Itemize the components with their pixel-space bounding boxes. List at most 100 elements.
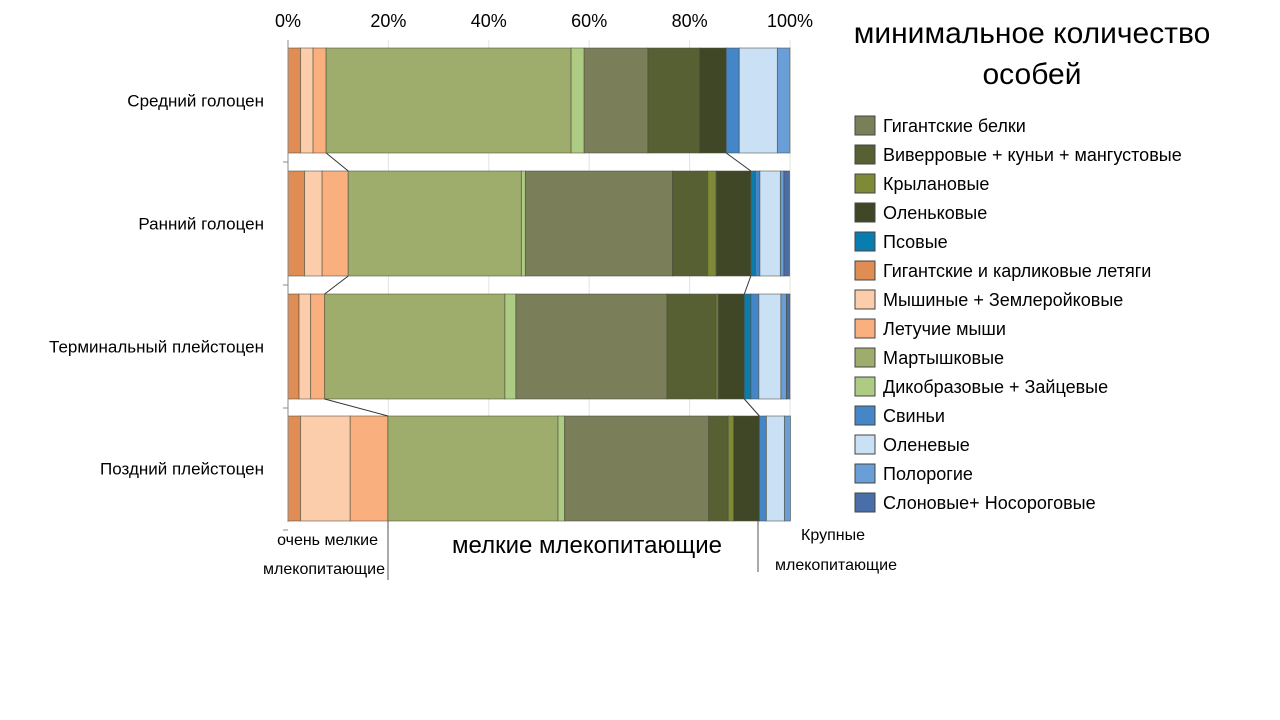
bar-segment [725,47,740,154]
chart-title-line-1: минимальное количество [854,17,1211,50]
bar-segment [727,415,735,522]
connector-lines [324,152,760,417]
legend-label: Гигантские и карликовые летяги [883,261,1151,281]
connector-line [725,152,752,172]
bar-segment [520,170,526,277]
annotation-large-2: млекопитающие [775,557,897,574]
bar-segment [310,293,326,400]
bar-segment [287,293,300,400]
bar-segment [717,293,745,400]
bar-segment [321,170,349,277]
bar-segment [312,47,327,154]
legend-swatch [854,463,876,484]
y-category-label: Средний голоцен [127,92,264,111]
bar-segment [750,293,760,400]
bar-segment [287,170,306,277]
bar-segment [300,47,314,154]
bar-segment [707,170,717,277]
bar-segment [564,415,710,522]
chart-title-line-2: особей [983,58,1082,91]
legend-swatch [854,434,876,455]
legend-label: Оленевые [883,435,970,455]
bar-segment [515,293,668,400]
bars [287,47,792,522]
bar-segment [583,47,649,154]
bar-segment [759,170,781,277]
bar-segment [783,415,792,522]
bar-segment [287,415,302,522]
legend-swatch [854,173,876,194]
bar-segment [672,170,709,277]
bar-segment [699,47,727,154]
bar-segment [298,293,312,400]
y-category-label: Терминальный плейстоцен [49,338,264,357]
bar-segment [758,415,767,522]
bar-segment [765,415,785,522]
bar-segment [785,293,791,400]
legend-swatch [854,231,876,252]
legend-label: Летучие мыши [883,319,1006,339]
bar-segment [776,47,791,154]
y-category-label: Ранний голоцен [138,215,264,234]
legend-label: Псовые [883,232,948,252]
legend-label: Полорогие [883,464,973,484]
annotation-large-1: Крупные [801,527,865,544]
legend-label: Оленьковые [883,203,987,223]
connector-line [743,275,752,295]
annotation-very-small-2: млекопитающие [263,561,385,578]
bar-segment [708,415,729,522]
x-tick-label: 20% [370,11,406,31]
legend-swatch [854,202,876,223]
legend: Гигантские белки Виверровые + куньи + ман… [854,115,1182,513]
legend-swatch [854,144,876,165]
legend-label: Мышиные + Землеройковые [883,290,1123,310]
bar-segment [300,415,351,522]
legend-label: Слоновые+ Носороговые [883,493,1096,513]
bar-segment [324,293,506,400]
legend-swatch [854,318,876,339]
bar-segment [504,293,517,400]
x-tick-label: 40% [471,11,507,31]
bar-segment [325,47,572,154]
annotation-very-small-1: очень мелкие [277,532,378,549]
legend-label: Виверровые + куньи + мангустовые [883,145,1182,165]
bar-segment [738,47,778,154]
bar-segment [743,293,752,400]
bar-segment [750,170,756,277]
y-category-label: Поздний плейстоцен [100,460,264,479]
bar-segment [557,415,566,522]
bar-segment [754,170,761,277]
bar-segment [758,293,782,400]
bar-segment [780,293,787,400]
legend-label: Дикобразовые + Зайцевые [883,377,1108,397]
bar-segment [524,170,674,277]
x-tick-label: 60% [571,11,607,31]
connector-line [324,398,389,417]
bar-segment [387,415,559,522]
y-axis-labels: Средний голоцен Ранний голоцен Терминальны… [49,92,288,531]
x-tick-label: 0% [275,11,301,31]
legend-label: Мартышковые [883,348,1004,368]
bar-segment [715,170,752,277]
annotation-small: мелкие млекопитающие [452,532,722,559]
x-tick-label: 100% [767,11,813,31]
bar-segment [779,170,785,277]
bar-segment [349,415,389,522]
bar-segment [647,47,701,154]
connector-line [743,398,760,417]
legend-swatch [854,115,876,136]
x-axis-ticks: 0% 20% 40% 60% 80% 100% [275,11,813,31]
connector-line [325,152,349,172]
x-tick-label: 80% [672,11,708,31]
legend-label: Крылановые [883,174,989,194]
legend-swatch [854,347,876,368]
connector-line [324,275,349,295]
legend-swatch [854,492,876,513]
legend-label: Гигантские белки [883,116,1026,136]
bar-segment [287,47,302,154]
bar-segment [783,170,790,277]
legend-swatch [854,289,876,310]
bar-segment [733,415,760,522]
bar-segment [570,47,585,154]
